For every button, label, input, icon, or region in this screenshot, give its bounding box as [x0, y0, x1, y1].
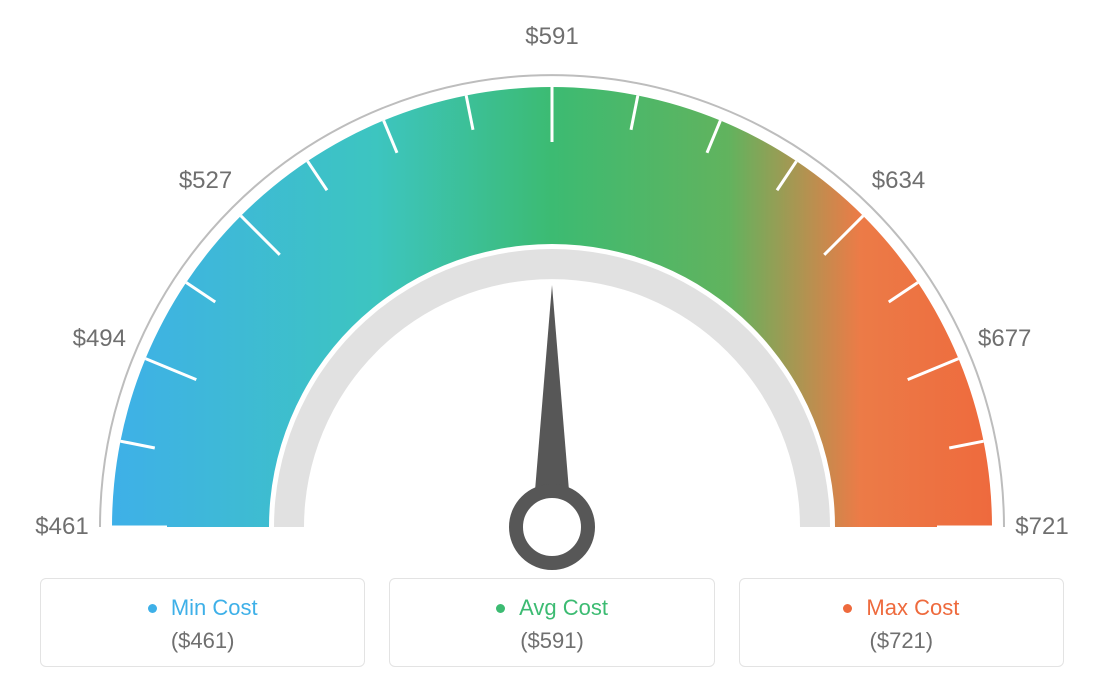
- legend-title: Min Cost: [49, 593, 356, 622]
- legend-label: Min Cost: [171, 595, 258, 620]
- legend-label: Avg Cost: [519, 595, 608, 620]
- legend-value: ($721): [748, 628, 1055, 654]
- gauge-tick-label: $461: [35, 513, 88, 541]
- legend-card-avg: Avg Cost ($591): [389, 578, 714, 667]
- legend-dot-icon: [843, 604, 852, 613]
- gauge-tick-label: $721: [1015, 513, 1068, 541]
- gauge-tick-label: $591: [525, 23, 578, 51]
- legend-title: Max Cost: [748, 593, 1055, 622]
- legend-card-max: Max Cost ($721): [739, 578, 1064, 667]
- gauge-tick-label: $527: [179, 167, 232, 195]
- legend-label: Max Cost: [866, 595, 959, 620]
- gauge-tick-label: $634: [872, 167, 925, 195]
- gauge-tick-label: $677: [978, 325, 1031, 353]
- gauge-tick-label: $494: [73, 325, 126, 353]
- legend-value: ($591): [398, 628, 705, 654]
- legend-row: Min Cost ($461) Avg Cost ($591) Max Cost…: [0, 578, 1104, 667]
- legend-card-min: Min Cost ($461): [40, 578, 365, 667]
- legend-dot-icon: [496, 604, 505, 613]
- legend-dot-icon: [148, 604, 157, 613]
- gauge-needle-hub: [516, 491, 588, 563]
- cost-gauge: $461 $494 $527 $591 $634 $677 $721: [0, 0, 1104, 570]
- gauge-svg: [0, 0, 1104, 570]
- legend-value: ($461): [49, 628, 356, 654]
- legend-title: Avg Cost: [398, 593, 705, 622]
